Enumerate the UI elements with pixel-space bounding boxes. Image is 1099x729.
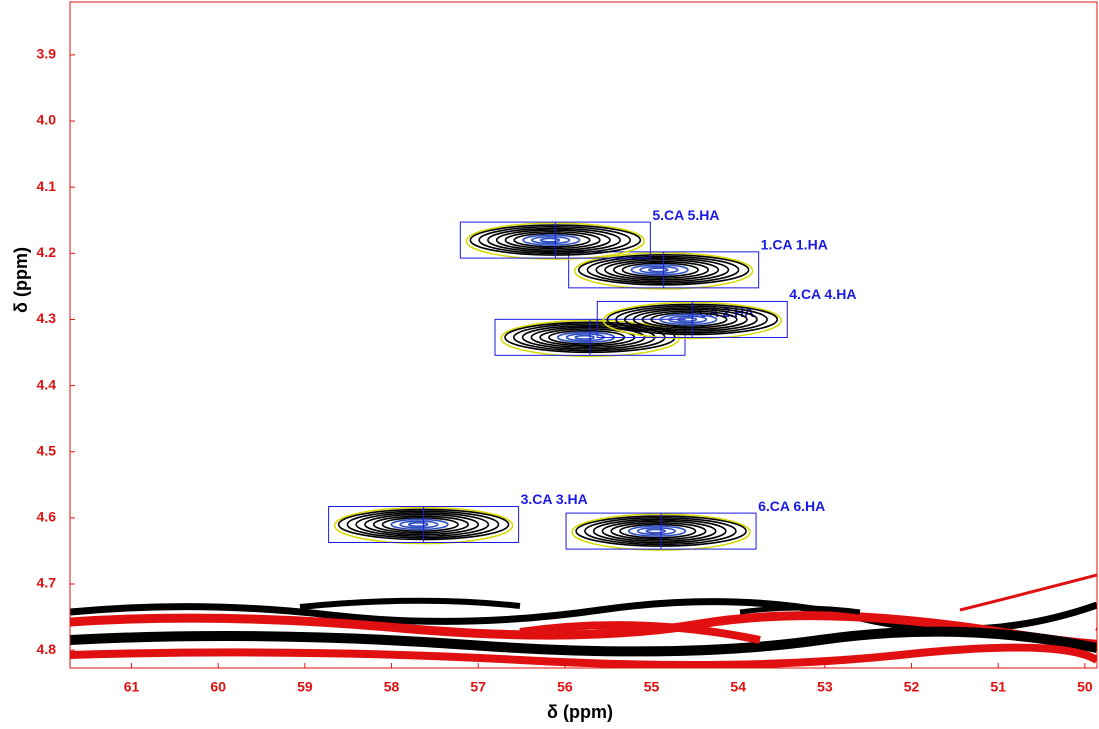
solvent-band xyxy=(70,573,1097,668)
contour-level xyxy=(592,518,727,544)
contour-level xyxy=(615,305,768,334)
peak-label: 4.CA 4.HA xyxy=(789,286,856,302)
contour-level xyxy=(639,265,679,274)
contour-level xyxy=(612,260,710,279)
contour-level xyxy=(539,237,561,243)
y-tick-label: 4.6 xyxy=(37,509,57,525)
contour-level xyxy=(381,517,459,532)
contour-level xyxy=(530,235,571,245)
contour-level xyxy=(667,315,708,324)
y-tick-label: 4.7 xyxy=(37,575,57,591)
contour-level xyxy=(522,234,581,246)
x-axis-label: δ (ppm) xyxy=(547,702,613,722)
contour-level xyxy=(601,520,717,542)
contour-level xyxy=(487,227,621,253)
peak-label: 1.CA 1.HA xyxy=(761,237,828,253)
y-tick-label: 4.4 xyxy=(37,376,57,392)
x-tick-label: 58 xyxy=(384,679,400,695)
plot-frame xyxy=(69,1,1098,669)
contour-level xyxy=(399,520,439,529)
contour-level xyxy=(676,316,698,322)
contour-level xyxy=(574,334,595,340)
contour-level xyxy=(636,526,677,536)
x-tick-label: 56 xyxy=(557,679,573,695)
contour-level xyxy=(659,313,718,326)
peak xyxy=(459,221,651,260)
contour-level xyxy=(610,521,707,541)
y-tick-label: 3.9 xyxy=(37,46,57,62)
contour-level xyxy=(346,510,500,539)
contour-level xyxy=(390,518,449,531)
x-tick-label: 53 xyxy=(817,679,833,695)
y-tick-label: 4.2 xyxy=(37,244,57,260)
contour-level xyxy=(586,255,740,284)
contour-level xyxy=(495,229,611,251)
contour-level xyxy=(364,513,480,536)
contour-level xyxy=(621,262,699,278)
contour-level xyxy=(619,523,697,539)
peak xyxy=(568,251,760,290)
y-tick-label: 4.8 xyxy=(37,641,57,657)
y-tick-label: 4.0 xyxy=(37,112,57,128)
contour-level xyxy=(478,225,632,255)
contour-level xyxy=(584,516,737,546)
contour-level xyxy=(604,259,720,281)
peak xyxy=(328,505,520,545)
peak xyxy=(565,512,757,551)
peak xyxy=(596,300,788,340)
x-tick-label: 60 xyxy=(210,679,226,695)
y-tick-label: 4.5 xyxy=(37,442,57,458)
contour-level xyxy=(408,522,429,527)
contour-level xyxy=(650,311,728,327)
contour-level xyxy=(648,267,669,273)
x-tick-label: 51 xyxy=(990,679,1006,695)
x-tick-label: 61 xyxy=(124,679,140,695)
contour-level xyxy=(627,525,687,537)
peak-label: 5.CA 5.HA xyxy=(652,207,719,223)
y-axis-label: δ (ppm) xyxy=(11,247,31,313)
contour-level xyxy=(624,306,758,332)
x-tick-label: 55 xyxy=(644,679,660,695)
y-tick-label: 4.1 xyxy=(37,178,57,194)
x-tick-label: 52 xyxy=(904,679,920,695)
y-tick-label: 4.3 xyxy=(37,310,57,326)
contour-level xyxy=(645,528,666,534)
contour-level xyxy=(372,515,469,534)
peak-label: 6.CA 6.HA xyxy=(758,498,825,514)
contour-level xyxy=(630,264,689,276)
contour-level xyxy=(355,512,490,537)
contour-level xyxy=(504,230,601,250)
contour-level xyxy=(641,310,738,329)
x-tick-label: 54 xyxy=(730,679,746,695)
x-tick-label: 50 xyxy=(1077,679,1093,695)
x-tick-label: 57 xyxy=(470,679,486,695)
contour-level xyxy=(632,308,748,331)
peak-label: 3.CA 3.HA xyxy=(521,491,588,507)
x-tick-label: 59 xyxy=(297,679,313,695)
contour-level xyxy=(513,232,591,248)
contour-level xyxy=(595,257,730,283)
